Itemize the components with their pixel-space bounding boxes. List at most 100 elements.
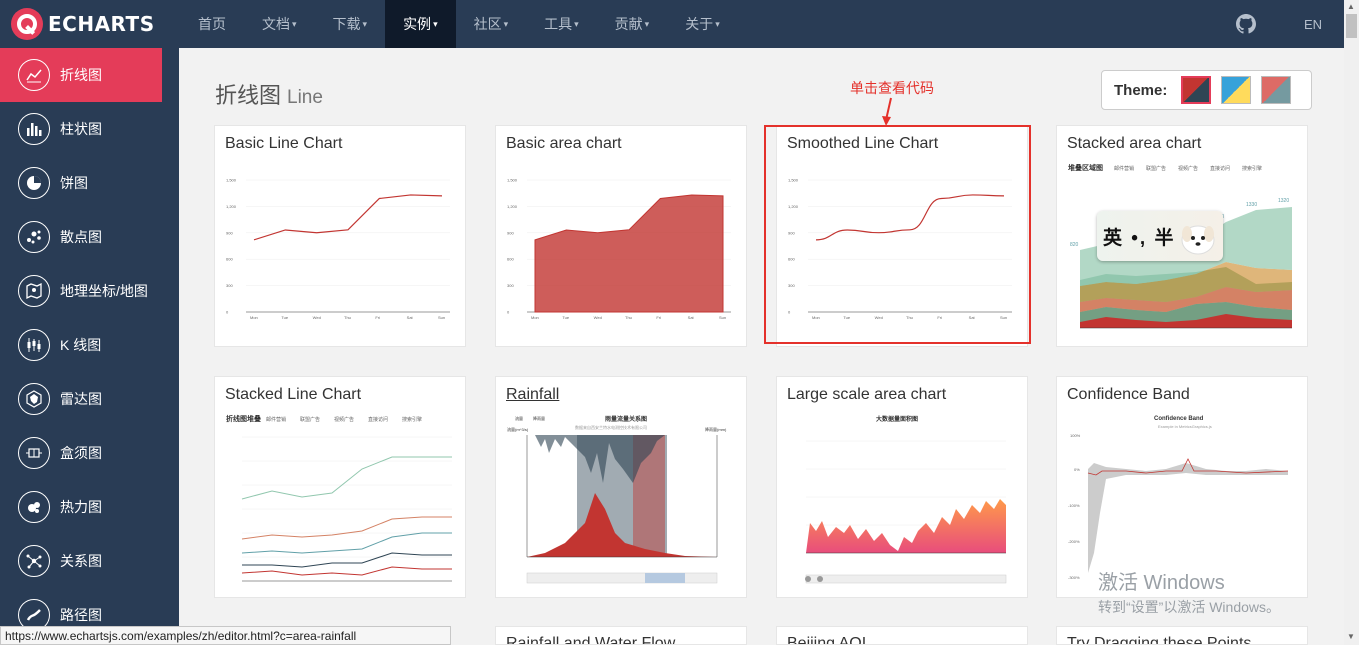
nav-download[interactable]: 下载 ▾ (315, 0, 386, 48)
radar-icon (18, 383, 50, 415)
card-stacked-area[interactable]: Stacked area chart 堆叠区域图 邮件营销 联盟广告 视频广告 … (1056, 125, 1308, 347)
logo-text: ECHARTS (48, 12, 155, 36)
tick-label: 600 (788, 257, 795, 262)
caret-down-icon: ▾ (503, 18, 509, 29)
tick-label: 300 (226, 283, 233, 288)
sidebar-item-line[interactable]: 折线图 (0, 48, 162, 102)
tick-label: 900 (226, 230, 233, 235)
thumb-title: 大数据量面积图 (876, 415, 918, 423)
card-title: Confidence Band (1067, 386, 1190, 403)
card-dragging-points[interactable]: Try Dragging these Points (1056, 626, 1308, 645)
sidebar-item-boxplot[interactable]: 盒须图 (0, 426, 179, 480)
nav-label: 贡献 (614, 16, 643, 32)
tick-label: Thu (344, 315, 351, 320)
card-title: Rainfall (506, 386, 560, 403)
theme-swatch-dark[interactable] (1261, 76, 1292, 104)
theme-swatch-default[interactable] (1181, 76, 1212, 104)
tick-label: 1,500 (788, 178, 799, 183)
card-confidence-band[interactable]: Confidence Band Confidence Band Example … (1056, 376, 1308, 598)
caret-down-icon: ▾ (433, 18, 438, 29)
github-icon[interactable] (1235, 14, 1256, 34)
tick-label: -100% (1068, 503, 1080, 508)
scrollbar-thumb[interactable] (1346, 14, 1357, 38)
tick-label: 1,500 (507, 178, 518, 183)
sidebar-item-candlestick[interactable]: K 线图 (0, 318, 179, 372)
sidebar-item-lines[interactable]: 路径图 (0, 588, 179, 642)
page-subtitle: Line (287, 87, 323, 108)
sidebar: 折线图 柱状图 饼图 散点图 地理坐标/地图 K 线图 雷达图 盒须图 热力图 … (0, 48, 179, 645)
card-basic-line[interactable]: Basic Line Chart 1,500 1,200 900 600 300 0 Mon… (214, 125, 466, 347)
tick-label: Fri (937, 315, 942, 320)
card-rainfall-water-flow[interactable]: Rainfall and Water Flow (495, 626, 747, 645)
nav-about[interactable]: 关于 ▾ (667, 0, 738, 48)
series-area (534, 194, 724, 313)
theme-swatch-light[interactable] (1221, 76, 1252, 104)
legend-item: 视频广告 (1178, 165, 1198, 172)
tick-label: 1,500 (226, 178, 237, 183)
page-scrollbar[interactable] (1344, 0, 1359, 645)
tick-label: Sat (969, 315, 976, 320)
nav-community[interactable]: 社区 ▾ (456, 0, 527, 48)
windows-activation-watermark: 激活 Windows 转到“设置”以激活 Windows。 (1098, 566, 1280, 617)
watermark-line1: 激活 Windows (1098, 572, 1225, 594)
nav-contribute[interactable]: 贡献 ▾ (597, 0, 668, 48)
top-navbar: ECHARTS 首页 文档 ▾ 下载 ▾ 实例 ▾ 社区 ▾ 工具 ▾ 贡献 ▾ 关于 ▾ E… (0, 0, 1344, 48)
sidebar-item-scatter[interactable]: 散点图 (0, 210, 179, 264)
card-title: Try Dragging these Points (1067, 635, 1252, 645)
nav-docs[interactable]: 文档 ▾ (244, 0, 315, 48)
legend-item: 流量 (515, 415, 523, 421)
sidebar-label: 关系图 (60, 553, 102, 569)
sidebar-item-graph[interactable]: 关系图 (0, 534, 179, 588)
language-switch[interactable]: EN (1303, 16, 1322, 32)
card-basic-area[interactable]: Basic area chart 1,500 1,200 900 600 300 0 Mon… (495, 125, 747, 347)
sidebar-label: 热力图 (60, 499, 102, 515)
thumb-smoothed-line: 1,500 1,200 900 600 300 0 Mon Tue Wed Thu Fri Sat Su… (788, 178, 1012, 320)
tick-label: Tue (562, 315, 570, 320)
legend-item: 搜索引擎 (1242, 165, 1262, 172)
sidebar-label: 地理坐标/地图 (60, 283, 148, 299)
pie-chart-icon (18, 167, 50, 199)
caret-down-icon: ▾ (292, 18, 297, 29)
sidebar-item-map[interactable]: 地理坐标/地图 (0, 264, 179, 318)
sidebar-item-heatmap[interactable]: 热力图 (0, 480, 179, 534)
theme-label: Theme: (1114, 81, 1168, 99)
nav-home[interactable]: 首页 (180, 0, 244, 48)
series-smooth-line (815, 194, 1005, 241)
tick-label: 600 (507, 257, 514, 262)
main-nav: 首页 文档 ▾ 下载 ▾ 实例 ▾ 社区 ▾ 工具 ▾ 贡献 ▾ 关于 ▾ (180, 0, 738, 48)
card-large-area[interactable]: Large scale area chart 大数据量面积图 (776, 376, 1028, 598)
echarts-logo[interactable]: ECHARTS (0, 7, 180, 41)
sidebar-item-radar[interactable]: 雷达图 (0, 372, 179, 426)
nav-label: 首页 (198, 16, 226, 32)
thumb-stacked-area: 堆叠区域图 邮件营销 联盟广告 视频广告 直接访问 搜索引擎 1330 1320… (1068, 163, 1292, 329)
sidebar-item-bar[interactable]: 柱状图 (0, 102, 179, 156)
card-rainfall[interactable]: Rainfall 雨量流量关系图 数据来自西安兰特水电测控技术有限公司 流量 降… (495, 376, 747, 598)
sidebar-label: 折线图 (60, 67, 102, 83)
thumb-title: 雨量流量关系图 (605, 415, 647, 423)
tick-label: Fri (375, 315, 380, 320)
sidebar-label: 盒须图 (60, 445, 102, 461)
scroll-up-icon[interactable]: ▲ (1347, 2, 1355, 11)
candlestick-icon (18, 329, 50, 361)
nav-label: 下载 (332, 16, 361, 32)
tick-label: 0 (507, 310, 510, 315)
legend-item: 视频广告 (334, 416, 354, 423)
sticker-text: 英 •, 半 (1103, 227, 1176, 249)
watermark-line2: 转到“设置”以激活 Windows。 (1098, 599, 1281, 615)
card-stacked-line[interactable]: Stacked Line Chart 折线图堆叠 邮件营销 联盟广告 视频广告 … (214, 376, 466, 598)
thumb-stacked-line: 折线图堆叠 邮件营销 联盟广告 视频广告 直接访问 搜索引擎 (226, 414, 452, 582)
tick-label: Tue (281, 315, 289, 320)
sidebar-item-pie[interactable]: 饼图 (0, 156, 179, 210)
nav-tools[interactable]: 工具 ▾ (526, 0, 597, 48)
card-beijing-aqi[interactable]: Beijing AQI (776, 626, 1028, 645)
caret-down-icon: ▾ (715, 18, 720, 29)
graph-icon (18, 545, 50, 577)
card-smoothed-line[interactable]: Smoothed Line Chart 1,500 1,200 900 600 300 0… (776, 125, 1028, 347)
card-title: Smoothed Line Chart (787, 135, 939, 152)
thumb-subtitle: 数据来自西安兰特水电测控技术有限公司 (575, 424, 647, 430)
tick-label: 300 (788, 283, 795, 288)
legend-item: 搜索引擎 (402, 416, 422, 423)
scroll-down-icon[interactable]: ▼ (1347, 632, 1355, 641)
nav-examples[interactable]: 实例 ▾ (385, 0, 456, 48)
sidebar-label: 雷达图 (60, 391, 102, 407)
